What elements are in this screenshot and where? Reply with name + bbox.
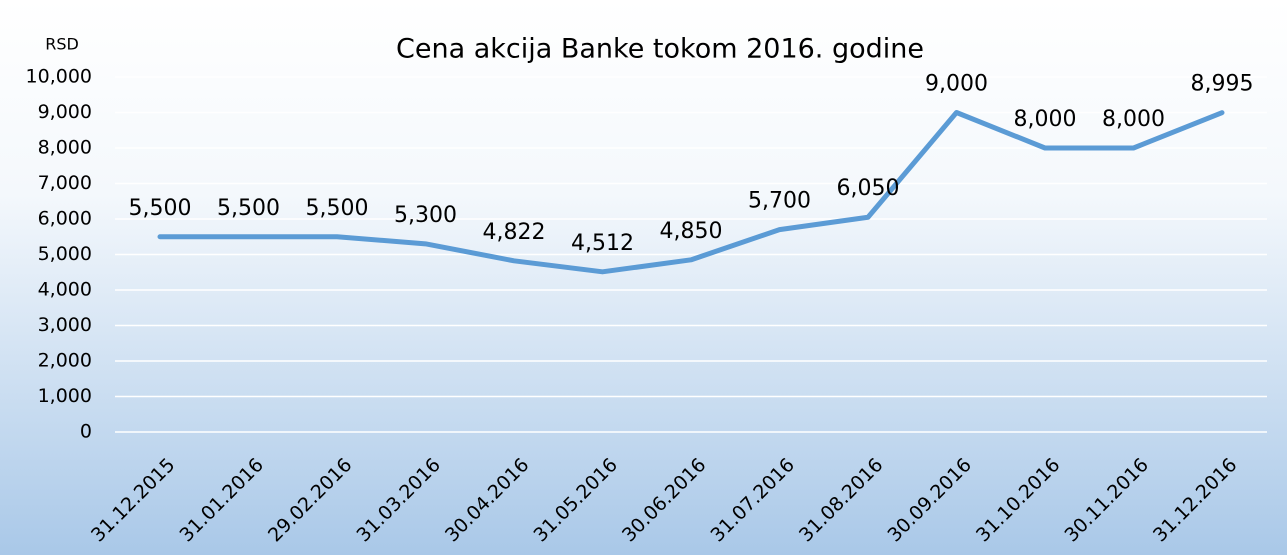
line (157, 110, 1225, 275)
data-label: 5,700 (748, 189, 811, 214)
y-tick-label: 7,000 (38, 172, 92, 194)
y-tick-label: 6,000 (38, 208, 92, 230)
chart-title: Cena akcija Banke tokom 2016. godine (396, 34, 924, 65)
data-label: 5,500 (306, 196, 369, 221)
y-tick-label: 9,000 (38, 101, 92, 123)
y-axis-label: RSD (45, 35, 79, 54)
data-label: 5,500 (217, 196, 280, 221)
data-label: 9,000 (925, 72, 988, 97)
y-tick-label: 0 (80, 421, 92, 443)
y-tick-label: 8,000 (38, 137, 92, 159)
y-tick-label: 5,000 (38, 243, 92, 265)
y-tick-label: 10,000 (26, 66, 92, 88)
data-label: 8,000 (1014, 107, 1077, 132)
data-label: 8,995 (1191, 72, 1254, 97)
data-label: 4,850 (660, 219, 723, 244)
data-label: 8,000 (1102, 107, 1165, 132)
y-tick-label: 2,000 (38, 350, 92, 372)
data-label: 5,500 (129, 196, 192, 221)
y-tick-label: 1,000 (38, 385, 92, 407)
data-label: 5,300 (394, 203, 457, 228)
data-label: 4,822 (483, 220, 546, 245)
data-label: 6,050 (837, 176, 900, 201)
y-tick-label: 4,000 (38, 279, 92, 301)
y-tick-label: 3,000 (38, 314, 92, 336)
data-label: 4,512 (571, 231, 634, 256)
